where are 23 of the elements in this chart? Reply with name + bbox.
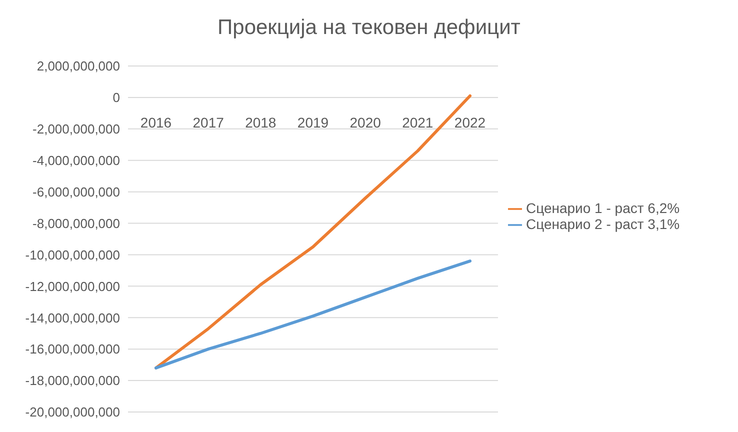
y-tick-label: -16,000,000,000 [25,342,120,357]
x-tick-label: 2022 [454,114,486,130]
y-tick-label: -14,000,000,000 [25,310,120,326]
y-tick-label: -12,000,000,000 [25,278,120,294]
x-tick-label: 2020 [350,114,382,130]
x-tick-label: 2018 [245,114,276,130]
x-tick-label: 2019 [297,114,329,130]
x-tick-label: 2016 [140,114,172,130]
y-tick-label: -18,000,000,000 [25,373,120,388]
line-series [154,260,472,370]
y-tick-label: -8,000,000,000 [32,216,120,231]
legend-label: Сценарио 1 - раст 6,2% [526,200,680,216]
y-tick-label: 2,000,000,000 [36,58,120,74]
x-tick-label: 2017 [192,114,224,130]
y-tick-label: -10,000,000,000 [25,247,120,262]
y-tick-label: -4,000,000,000 [32,152,120,168]
y-tick-label: 0 [112,90,120,106]
legend-label: Сценарио 2 - раст 3,1% [526,216,680,232]
y-tick-label: -2,000,000,000 [32,122,120,137]
y-tick-label: -20,000,000,000 [25,404,120,420]
chart-title: Проекција на тековен дефицит [216,16,522,40]
y-tick-label: -6,000,000,000 [32,184,120,200]
x-tick-label: 2021 [402,114,434,130]
